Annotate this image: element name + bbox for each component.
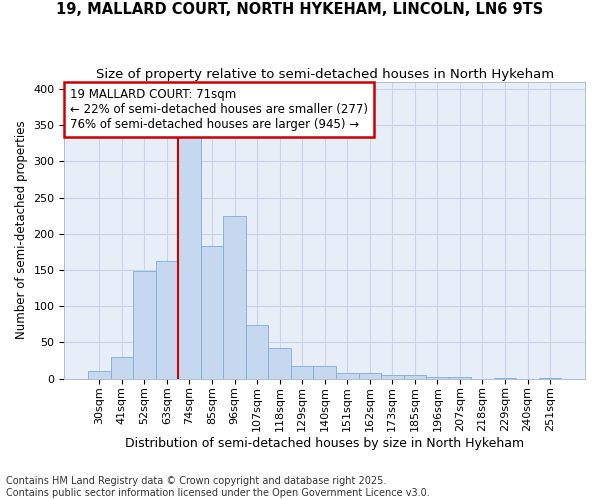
Bar — [110, 357, 133, 378]
Bar — [404, 375, 426, 378]
Bar — [201, 246, 223, 378]
Bar — [291, 366, 313, 378]
Bar — [133, 272, 155, 378]
Bar — [268, 348, 291, 378]
Bar — [246, 325, 268, 378]
Text: Contains HM Land Registry data © Crown copyright and database right 2025.
Contai: Contains HM Land Registry data © Crown c… — [6, 476, 430, 498]
Bar — [178, 138, 201, 378]
Title: Size of property relative to semi-detached houses in North Hykeham: Size of property relative to semi-detach… — [95, 68, 554, 80]
X-axis label: Distribution of semi-detached houses by size in North Hykeham: Distribution of semi-detached houses by … — [125, 437, 524, 450]
Bar — [88, 372, 110, 378]
Bar — [426, 376, 449, 378]
Text: 19, MALLARD COURT, NORTH HYKEHAM, LINCOLN, LN6 9TS: 19, MALLARD COURT, NORTH HYKEHAM, LINCOL… — [56, 2, 544, 18]
Bar — [155, 262, 178, 378]
Text: 19 MALLARD COURT: 71sqm
← 22% of semi-detached houses are smaller (277)
76% of s: 19 MALLARD COURT: 71sqm ← 22% of semi-de… — [70, 88, 368, 130]
Bar — [313, 366, 336, 378]
Bar — [336, 373, 359, 378]
Bar — [449, 376, 471, 378]
Bar — [381, 375, 404, 378]
Y-axis label: Number of semi-detached properties: Number of semi-detached properties — [15, 121, 28, 340]
Bar — [223, 216, 246, 378]
Bar — [359, 373, 381, 378]
